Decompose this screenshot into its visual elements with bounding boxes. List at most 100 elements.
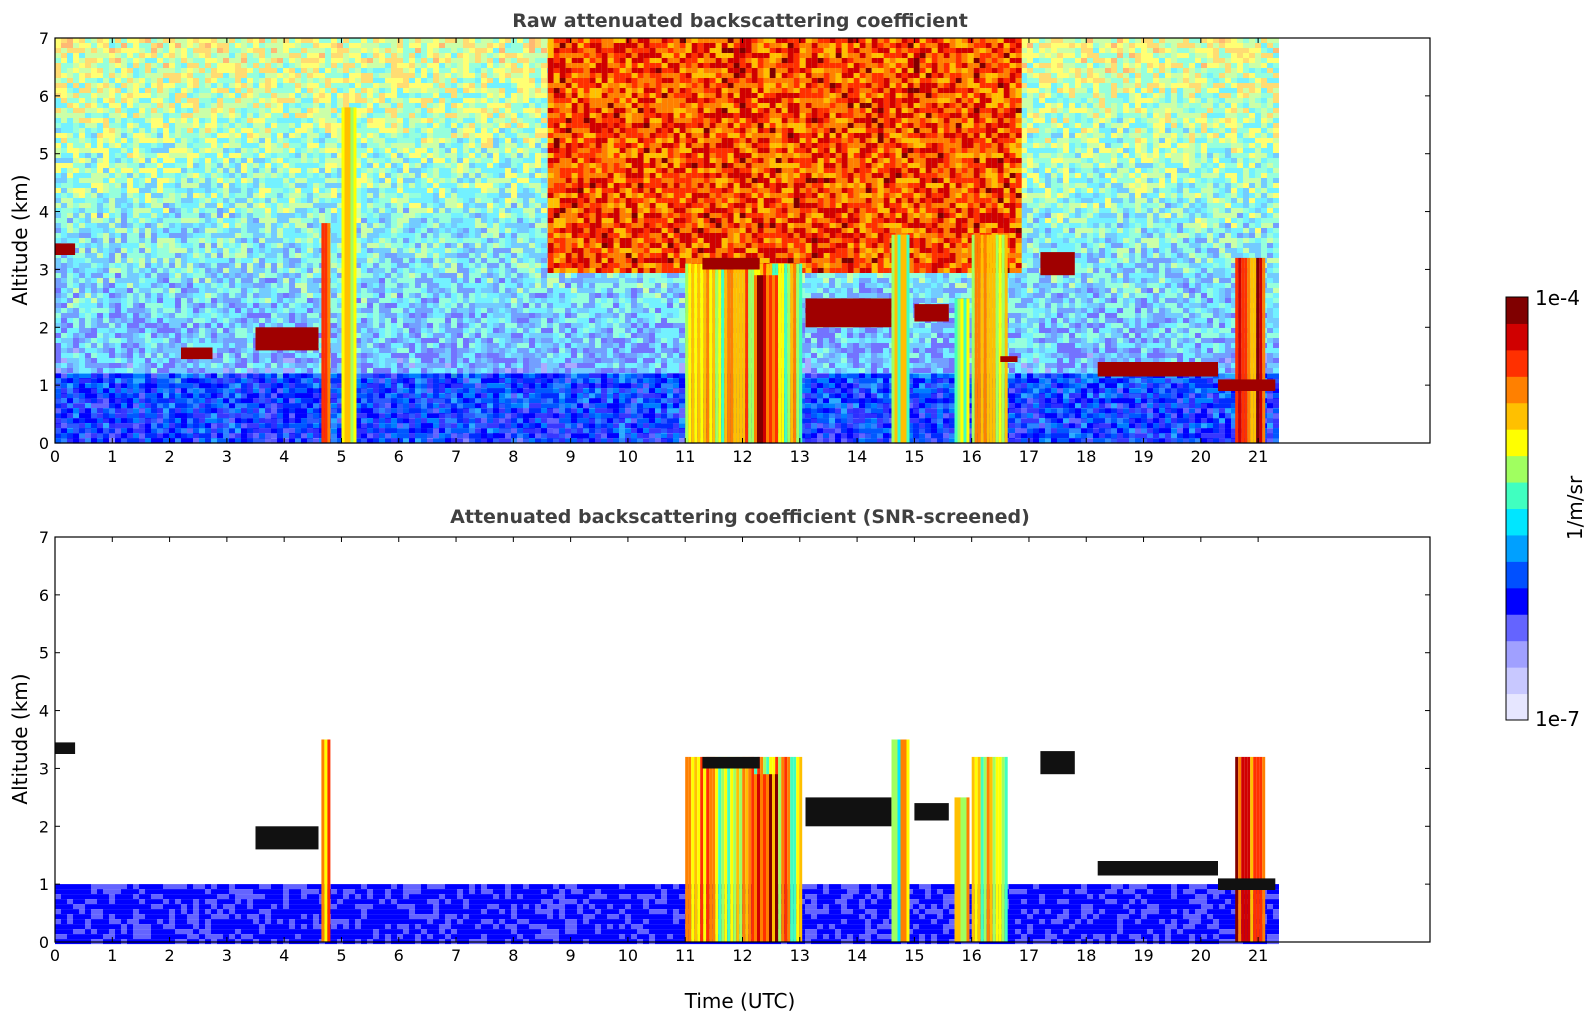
layer-cell (67, 43, 73, 48)
layer-cell (1243, 63, 1249, 68)
layer-cell (1195, 73, 1201, 78)
layer-cell (109, 83, 115, 88)
layer-cell (1171, 83, 1177, 88)
layer-cell (1051, 38, 1057, 43)
layer-cell (163, 38, 169, 43)
layer-cell (373, 68, 379, 73)
layer-cell (349, 78, 355, 83)
layer-cell (445, 38, 451, 43)
layer-cell (445, 78, 451, 83)
layer-cell (1099, 53, 1105, 58)
layer-cell (139, 78, 145, 83)
layer-cell (109, 48, 115, 53)
layer-cell (529, 68, 535, 73)
layer-cell (151, 63, 157, 68)
layer-cell (241, 38, 247, 43)
layer-cell (349, 83, 355, 88)
layer-cell (1051, 53, 1057, 58)
layer-cell (271, 88, 277, 93)
layer-cell (1219, 73, 1225, 78)
layer-cell (145, 68, 151, 73)
layer-cell (103, 68, 109, 73)
layer-cell (109, 63, 115, 68)
layer-cell (295, 68, 301, 73)
layer-cell (217, 73, 223, 78)
layer-cell (1021, 63, 1027, 68)
layer-cell (169, 68, 175, 73)
layer-cell (325, 58, 331, 63)
layer-cell (403, 68, 409, 73)
layer-cell (1153, 48, 1159, 53)
layer-cell (421, 83, 427, 88)
layer-cell (175, 63, 181, 68)
layer-cell (283, 73, 289, 78)
layer-cell (307, 48, 313, 53)
layer-cell (217, 78, 223, 83)
layer-cell (211, 73, 217, 78)
layer-cell (271, 73, 277, 78)
layer-cell (325, 88, 331, 93)
layer-cell (1027, 63, 1033, 68)
layer-cell (127, 83, 133, 88)
layer-cell (265, 68, 271, 73)
layer-cell (421, 68, 427, 73)
layer-cell (361, 83, 367, 88)
layer-cell (1195, 43, 1201, 48)
layer-cell (511, 78, 517, 83)
layer-cell (499, 63, 505, 68)
layer-cell (151, 43, 157, 48)
layer-cell (439, 78, 445, 83)
layer-cell (253, 38, 259, 43)
layer-cell (1225, 83, 1231, 88)
layer-cell (103, 73, 109, 78)
layer-cell (397, 63, 403, 68)
layer-cell (445, 43, 451, 48)
layer-cell (1195, 48, 1201, 53)
layer-cell (1075, 78, 1081, 83)
layer-cell (1033, 43, 1039, 48)
layer-cell (289, 73, 295, 78)
layer-cell (1165, 73, 1171, 78)
layer-cell (1219, 78, 1225, 83)
layer-cell (1021, 38, 1027, 43)
layer-cell (409, 43, 415, 48)
layer-cell (1069, 63, 1075, 68)
layer-cell (85, 58, 91, 63)
layer-cell (379, 48, 385, 53)
layer-cell (307, 53, 313, 58)
layer-cell (457, 48, 463, 53)
layer-cell (151, 73, 157, 78)
layer-cell (1261, 38, 1267, 43)
layer-cell (223, 48, 229, 53)
layer-cell (1075, 83, 1081, 88)
layer-cell (1033, 48, 1039, 53)
layer-cell (169, 63, 175, 68)
layer-cell (445, 68, 451, 73)
layer-cell (529, 58, 535, 63)
layer-cell (379, 43, 385, 48)
layer-cell (1261, 63, 1267, 68)
layer-cell (109, 58, 115, 63)
layer-cell (85, 63, 91, 68)
layer-cell (229, 43, 235, 48)
layer-cell (487, 63, 493, 68)
layer-cell (1075, 38, 1081, 43)
layer-cell (481, 63, 487, 68)
layer-cell (409, 48, 415, 53)
layer-cell (115, 83, 121, 88)
layer-cell (241, 53, 247, 58)
layer-cell (319, 63, 325, 68)
layer-cell (493, 43, 499, 48)
layer-cell (319, 73, 325, 78)
layer-cell (415, 68, 421, 73)
layer-cell (103, 58, 109, 63)
layer-cell (265, 48, 271, 53)
layer-cell (259, 63, 265, 68)
layer-cell (1081, 73, 1087, 78)
layer-cell (403, 38, 409, 43)
layer-cell (427, 53, 433, 58)
layer-cell (499, 48, 505, 53)
layer-cell (61, 83, 67, 88)
layer-cell (391, 63, 397, 68)
layer-cell (1177, 78, 1183, 83)
